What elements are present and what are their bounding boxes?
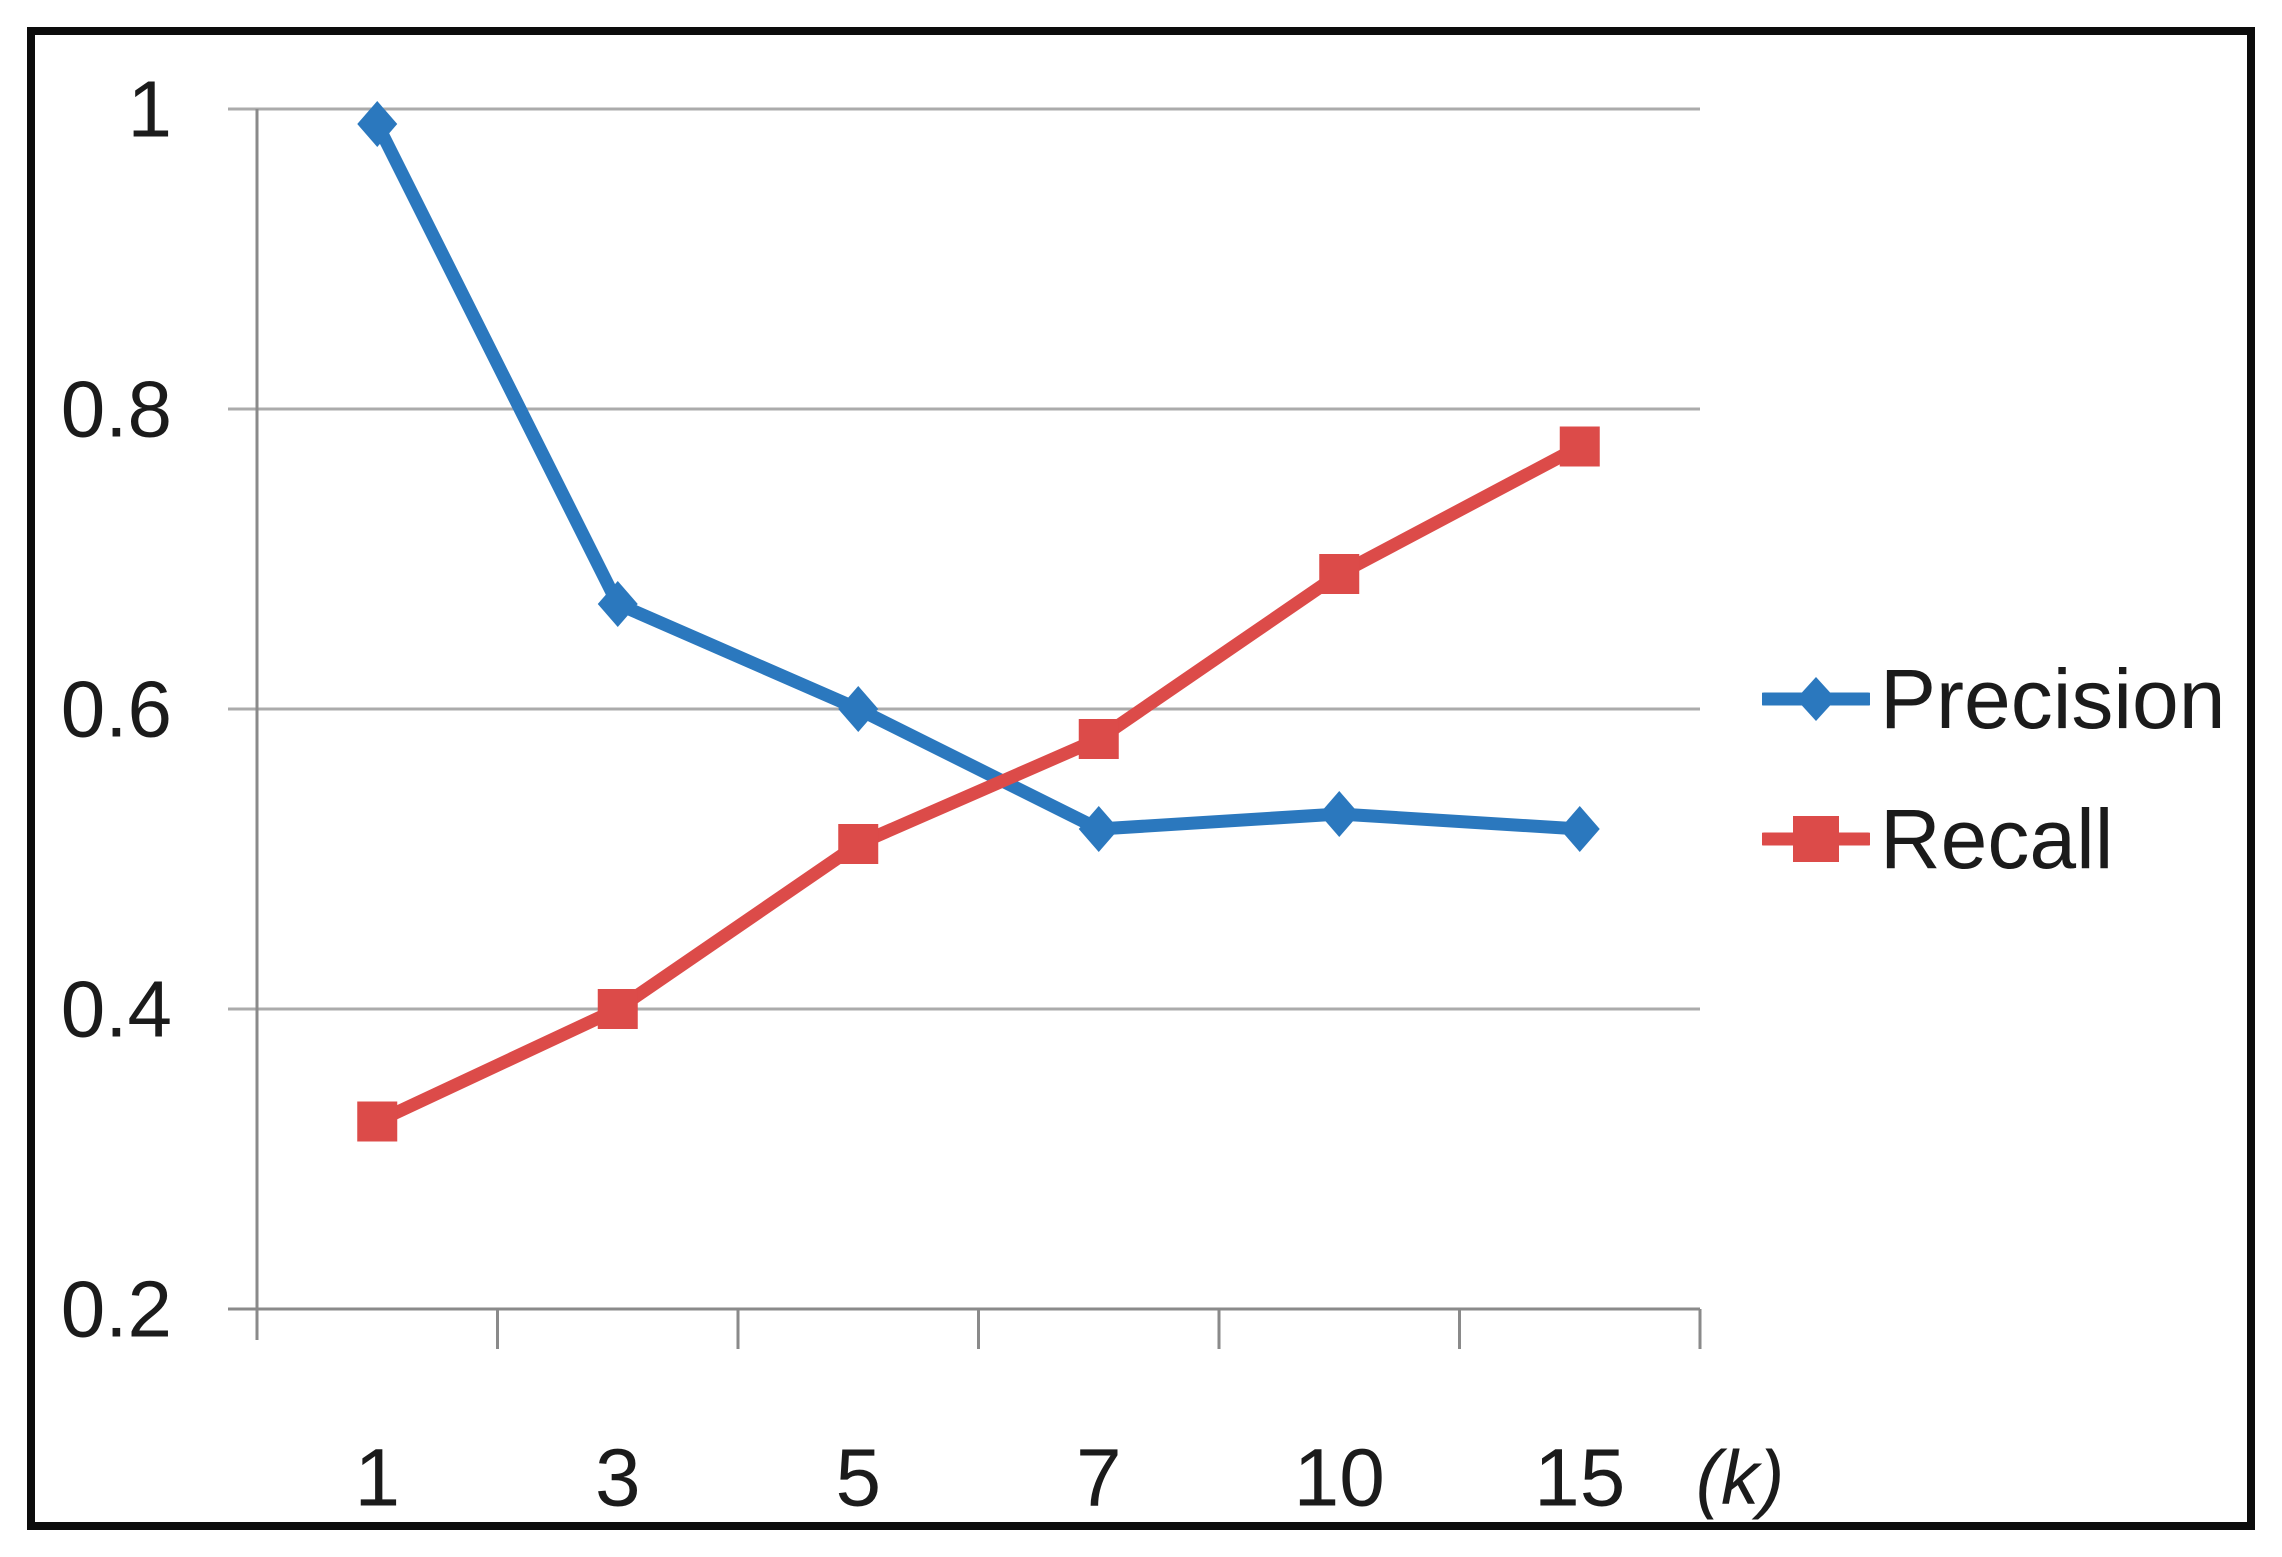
- y-tick-label-0.6: 0.6: [61, 665, 172, 754]
- recall-legend-marker-icon: [1762, 816, 1870, 862]
- x-tick-label-10: 10: [1294, 1433, 1385, 1524]
- recall-marker-7: [1078, 719, 1119, 759]
- legend-label-precision: Precision: [1880, 652, 2226, 746]
- x-axis-unit-label: (k): [1696, 1436, 1785, 1521]
- recall-legend-marker-shape: [1793, 816, 1839, 862]
- precision-marker-7: [1078, 806, 1119, 852]
- precision-marker-3: [597, 581, 638, 627]
- x-tick-label-1: 1: [354, 1433, 400, 1524]
- y-tick-label-0.2: 0.2: [61, 1265, 172, 1354]
- precision-series-line: [370, 117, 1587, 836]
- precision-marker-15: [1559, 806, 1600, 852]
- y-tick-label-0.4: 0.4: [61, 965, 172, 1054]
- y-tick-label-0.8: 0.8: [61, 365, 172, 454]
- x-tick-label-3: 3: [595, 1433, 641, 1524]
- precision-marker-5: [838, 686, 879, 732]
- x-tick-label-7: 7: [1076, 1433, 1122, 1524]
- legend-item-precision: Precision: [1762, 650, 2225, 748]
- precision-marker-1: [357, 101, 398, 147]
- precision-legend-marker-icon: [1762, 677, 1870, 721]
- recall-series-line: [370, 440, 1587, 1128]
- x-tick-label-15: 15: [1534, 1433, 1625, 1524]
- x-tick-label-5: 5: [835, 1433, 881, 1524]
- precision-marker-10: [1319, 791, 1360, 837]
- legend-item-recall: Recall: [1762, 790, 2225, 888]
- recall-marker-3: [597, 989, 638, 1029]
- precision-legend-marker-shape: [1796, 677, 1836, 721]
- y-tick-label-1: 1: [128, 65, 173, 154]
- recall-marker-10: [1319, 554, 1360, 594]
- recall-marker-5: [838, 824, 879, 864]
- recall-marker-1: [357, 1101, 398, 1142]
- recall-marker-15: [1559, 426, 1600, 467]
- chart-legend: Precision Recall: [1762, 650, 2225, 888]
- legend-label-recall: Recall: [1880, 792, 2114, 886]
